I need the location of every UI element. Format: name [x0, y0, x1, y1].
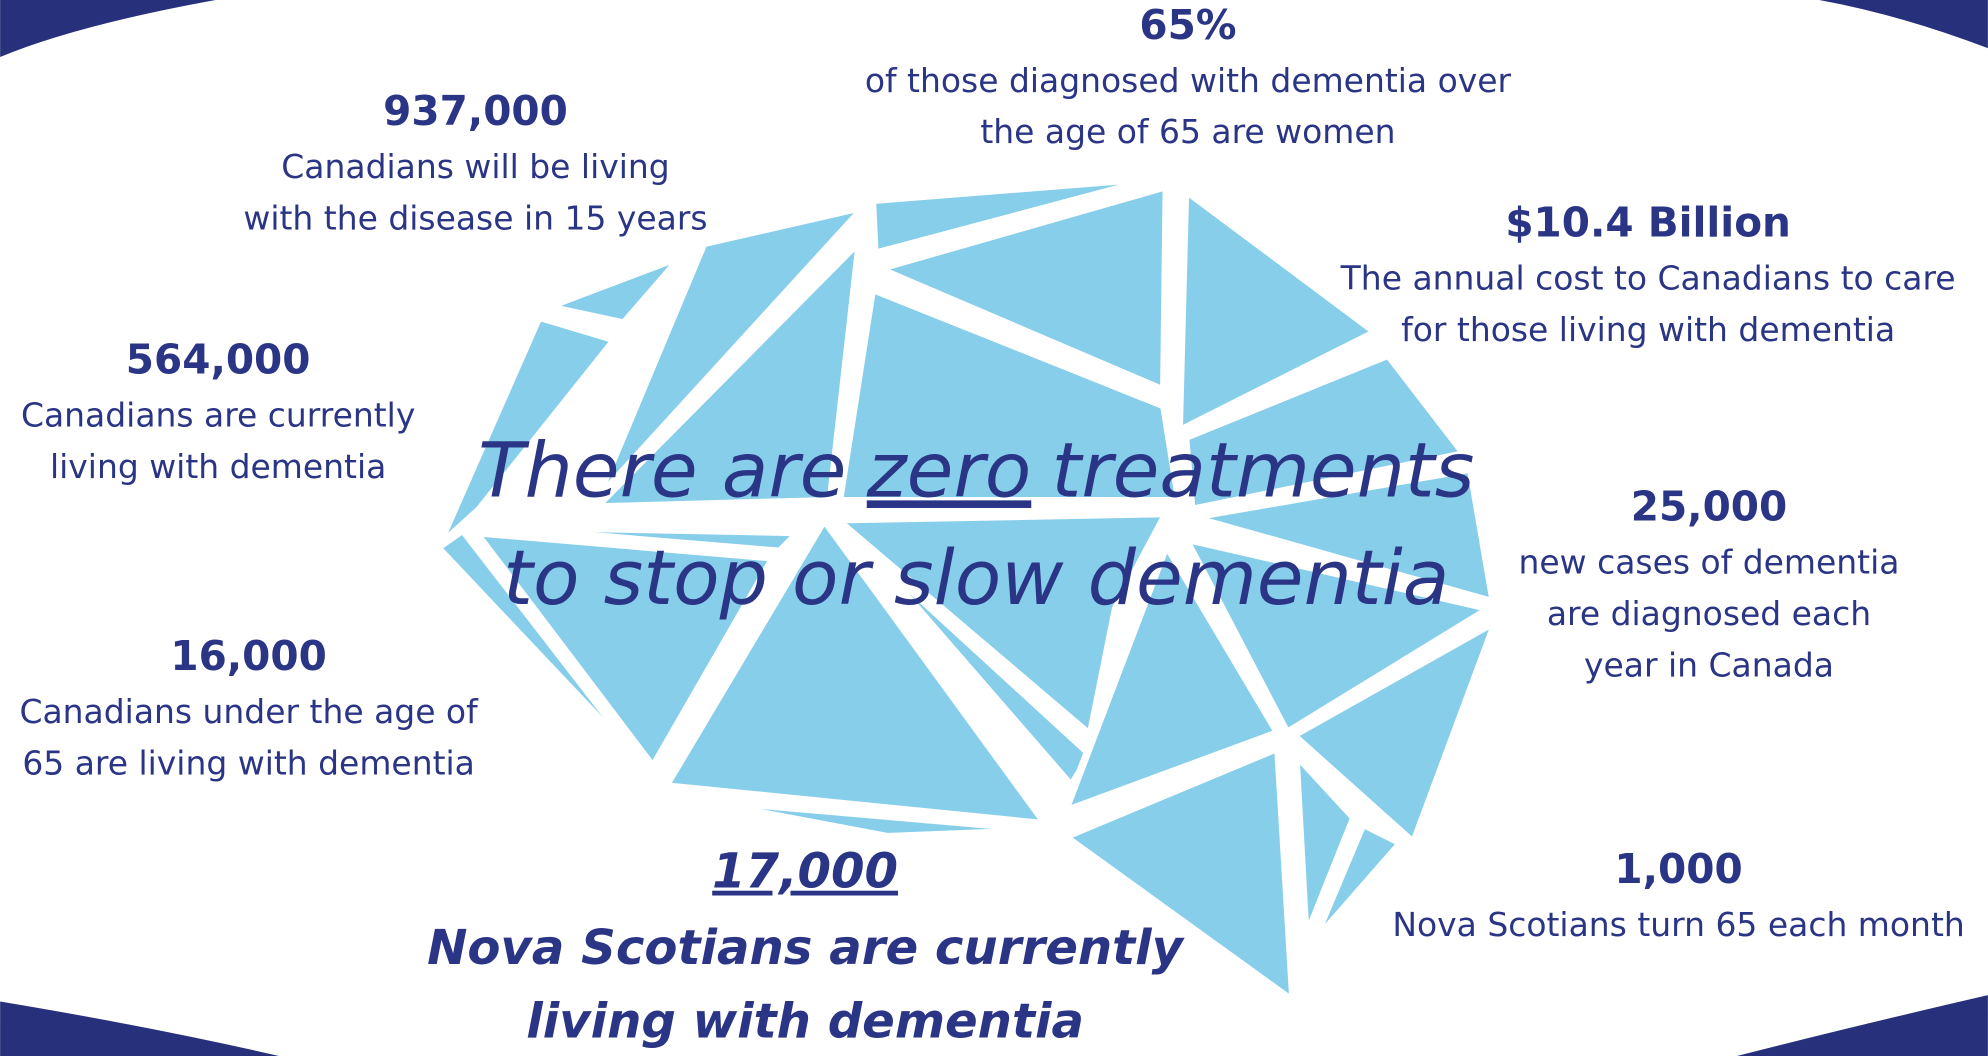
headline-line: to stop or slow dementia: [503, 533, 1449, 622]
stat-figure: 1,000: [1614, 845, 1742, 893]
feature-figure: 17,000: [712, 844, 898, 900]
corner: [1737, 995, 1988, 1056]
headline-emphasis: zero: [866, 425, 1032, 514]
stat-line: new cases of dementia: [1519, 543, 1900, 582]
corner: [0, 1001, 279, 1056]
stat-figure: 25,000: [1631, 483, 1787, 531]
corner: [1819, 0, 1988, 48]
stat-line: living with dementia: [50, 447, 386, 486]
stat-line: Nova Scotians turn 65 each month: [1392, 905, 1964, 944]
stat-line: the age of 65 are women: [980, 112, 1395, 151]
stat-figure: 937,000: [383, 87, 568, 135]
stat-line: for those living with dementia: [1401, 310, 1895, 349]
stat-line: The annual cost to Canadians to care: [1340, 259, 1956, 298]
feature-line: Nova Scotians are currently: [427, 920, 1186, 976]
stat-figure: 564,000: [126, 336, 311, 384]
stat-line: Canadians will be living: [281, 147, 669, 186]
stat-figure: $10.4 Billion: [1505, 199, 1791, 247]
stat-figure: 16,000: [170, 632, 326, 680]
stat-line: Canadians are currently: [21, 396, 415, 435]
feature-line: living with dementia: [526, 993, 1084, 1049]
stat-line: with the disease in 15 years: [243, 198, 707, 237]
stat-line: 65 are living with dementia: [22, 744, 475, 783]
stat-line: year in Canada: [1584, 645, 1834, 684]
corner: [0, 0, 216, 57]
headline-start: There are: [478, 425, 846, 514]
stat-line: Canadians under the age of: [19, 692, 479, 731]
headline-end: treatments: [1052, 425, 1475, 514]
infographic: There arezerotreatments to stop or slow …: [0, 0, 1988, 1056]
stat-figure: 65%: [1139, 1, 1236, 49]
stat-line: of those diagnosed with dementia over: [865, 61, 1512, 100]
stat-line: are diagnosed each: [1547, 594, 1871, 633]
